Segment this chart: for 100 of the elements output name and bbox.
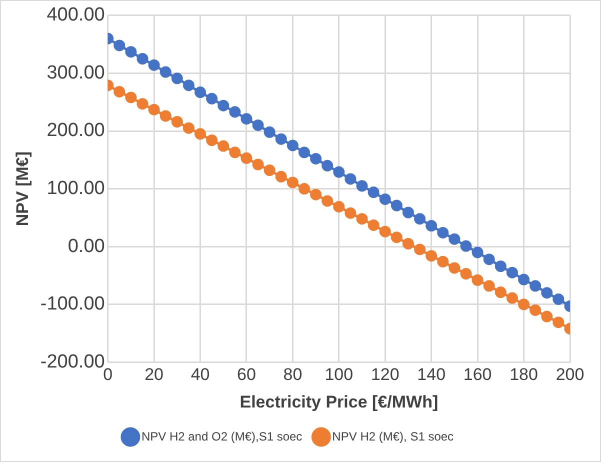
x-tick-label: 60 — [237, 365, 256, 384]
point — [114, 86, 126, 98]
point — [252, 158, 264, 170]
y-tick-label: 0.00 — [68, 236, 105, 257]
point — [310, 152, 322, 164]
point — [437, 226, 449, 238]
legend-label: NPV H2 and O2 (M€),S1 soec — [141, 429, 302, 444]
point — [414, 244, 426, 256]
point — [286, 140, 298, 152]
point — [182, 122, 194, 134]
point — [264, 126, 276, 138]
point — [530, 304, 542, 316]
point — [472, 246, 484, 258]
x-tick-label: 20 — [144, 365, 164, 384]
point — [125, 92, 137, 104]
point — [541, 310, 553, 322]
point — [494, 260, 506, 272]
point — [171, 116, 183, 128]
point — [229, 146, 241, 158]
point — [160, 66, 172, 78]
y-axis-title: NPV [M€] — [12, 151, 32, 226]
point — [240, 152, 252, 164]
point — [194, 86, 206, 98]
y-tick-label: 200.00 — [46, 120, 105, 142]
x-axis-title: Electricity Price [€/MWh] — [240, 392, 438, 412]
point — [194, 128, 206, 140]
point — [252, 119, 264, 131]
point — [240, 113, 252, 125]
point — [460, 268, 472, 280]
point — [483, 254, 495, 266]
point — [402, 206, 414, 218]
x-tick-label: 200 — [556, 365, 584, 384]
point — [114, 40, 126, 52]
point — [206, 134, 218, 146]
point — [136, 53, 148, 64]
point — [448, 233, 460, 245]
point — [286, 176, 298, 188]
point — [136, 98, 148, 110]
point — [494, 286, 506, 298]
point — [390, 232, 402, 244]
point — [275, 133, 287, 145]
point — [506, 292, 518, 304]
point — [426, 220, 438, 232]
x-tick-label: 120 — [370, 365, 400, 384]
point — [356, 213, 368, 225]
x-tick-label: 0 — [103, 365, 113, 384]
point — [518, 298, 530, 310]
point — [310, 188, 322, 200]
point — [379, 193, 391, 205]
point — [483, 280, 495, 292]
point — [206, 92, 218, 104]
point — [160, 110, 172, 122]
x-tick-label: 100 — [324, 365, 354, 384]
point — [541, 287, 553, 299]
point — [552, 293, 564, 305]
point — [344, 207, 356, 219]
y-tick-label: 100.00 — [46, 178, 105, 200]
point — [368, 219, 380, 231]
point — [402, 238, 414, 250]
point — [333, 166, 345, 178]
point — [322, 160, 334, 172]
point — [460, 240, 472, 252]
y-tick-label: -200.00 — [40, 351, 105, 372]
point — [426, 250, 438, 262]
point — [298, 183, 310, 195]
point — [506, 266, 518, 278]
point — [379, 226, 391, 238]
x-tick-label: 180 — [510, 365, 538, 384]
point — [518, 274, 530, 286]
point — [344, 173, 356, 185]
point — [148, 104, 160, 116]
point — [182, 80, 194, 92]
point — [552, 316, 564, 328]
point — [148, 59, 160, 71]
point — [414, 213, 426, 225]
point — [298, 146, 310, 158]
y-tick-label: 400.00 — [46, 4, 105, 26]
point — [390, 200, 402, 212]
x-tick-label: 80 — [283, 365, 302, 384]
point — [530, 280, 542, 292]
x-tick-label: 40 — [190, 365, 210, 384]
y-tick-label: 300.00 — [46, 62, 105, 84]
legend-label: NPV H2 (M€), S1 soec — [332, 429, 454, 444]
x-tick-label: 160 — [463, 365, 492, 384]
point — [322, 195, 334, 207]
point — [125, 46, 137, 58]
point — [356, 180, 368, 192]
point — [368, 186, 380, 198]
point — [472, 274, 484, 286]
point — [218, 140, 230, 152]
point — [333, 200, 345, 212]
y-tick-label: -100.00 — [40, 294, 105, 315]
point — [275, 170, 287, 182]
point — [171, 72, 183, 84]
point — [229, 106, 241, 118]
point — [218, 100, 230, 112]
point — [448, 262, 460, 274]
point — [437, 256, 449, 268]
x-tick-label: 140 — [417, 365, 446, 384]
point — [264, 164, 276, 176]
